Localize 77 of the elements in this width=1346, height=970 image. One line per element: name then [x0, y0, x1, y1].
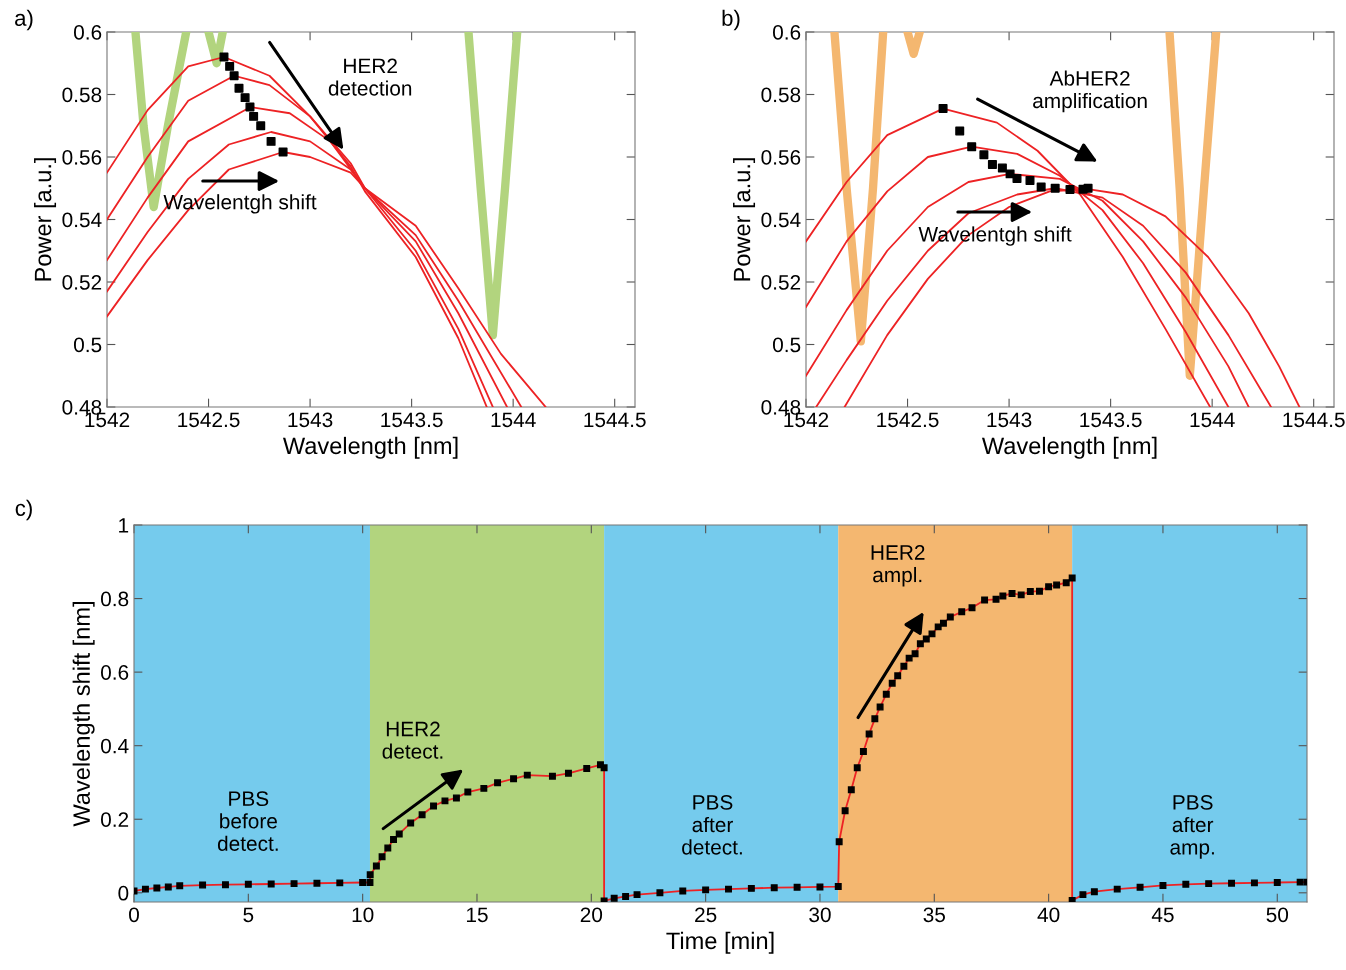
point [234, 83, 244, 93]
x-tick-label: 15 [466, 907, 488, 923]
text: c) [15, 499, 32, 521]
band-label: PBS after amp. [1170, 795, 1214, 859]
y-tick-label: 0.6 [100, 665, 129, 680]
y-tick-label: 0 [118, 885, 129, 901]
y-tick-label: 0.6 [772, 25, 801, 40]
x-tick-label: 30 [809, 907, 831, 923]
x-tick-label: 40 [1037, 907, 1060, 923]
x-axis-title: Wavelength [nm] [282, 436, 458, 459]
y-tick-label: 0.5 [73, 337, 102, 353]
x-tick-label: 1542.5 [877, 412, 939, 428]
y-tick-label: 0.2 [100, 812, 129, 827]
y-tick-label: 0.52 [761, 275, 801, 290]
text: a) [15, 9, 33, 31]
x-axis-title: Wavelength [nm] [981, 436, 1157, 459]
point [219, 52, 229, 62]
point [278, 147, 288, 157]
point [1025, 175, 1035, 185]
x-tick-label: 1544.5 [584, 412, 646, 428]
point [229, 71, 239, 81]
point [997, 163, 1007, 173]
text: b) [722, 9, 740, 31]
y-tick-label: 0.58 [62, 87, 102, 103]
x-tick-label: 1543 [288, 412, 333, 428]
x-tick-label: 5 [243, 907, 254, 923]
x-tick-label: 1543.5 [1080, 412, 1142, 428]
point [266, 136, 276, 146]
point [1050, 183, 1060, 193]
x-tick-label: 35 [923, 907, 946, 923]
x-tick-label: 1544 [1190, 412, 1235, 428]
point [967, 142, 977, 152]
y-axis-title: Power [a.u.] [34, 158, 57, 281]
point [1036, 182, 1046, 192]
point [1012, 174, 1022, 184]
y-tick-label: 0.4 [100, 738, 129, 754]
x-tick-label: 45 [1151, 907, 1174, 923]
x-tick-label: 1543.5 [381, 412, 443, 428]
point [245, 102, 255, 112]
x-axis-title: Time [min] [666, 931, 774, 954]
y-tick-label: 0.8 [100, 591, 129, 607]
point [1065, 185, 1075, 194]
point [1083, 183, 1093, 193]
y-tick-label: 0.54 [761, 212, 801, 228]
point [256, 121, 266, 131]
x-tick-label: 25 [695, 907, 717, 923]
point [249, 111, 259, 121]
y-axis-title: Power [a.u.] [733, 158, 756, 281]
point [955, 126, 965, 136]
point [240, 93, 250, 103]
annotation: HER2 detection [328, 58, 412, 96]
x-tick-label: 1542.5 [178, 412, 240, 428]
band-label: HER2 ampl. [871, 545, 925, 587]
y-tick-label: 0.56 [62, 150, 102, 165]
annotation: AbHER2 amplification [1033, 70, 1147, 113]
x-tick-label: 0 [129, 907, 139, 923]
y-tick-label: 0.58 [761, 87, 801, 103]
y-tick-label: 0.56 [761, 150, 801, 165]
band-label: HER2 detect. [382, 721, 443, 759]
x-tick-label: 1543 [987, 412, 1032, 428]
x-tick-label: 20 [580, 907, 603, 923]
x-tick-label: 1544 [491, 412, 536, 428]
y-tick-label: 0.54 [62, 212, 102, 228]
point [987, 160, 997, 169]
point [225, 61, 235, 71]
point [979, 150, 989, 160]
y-axis-title: Wavelength shift [nm] [72, 602, 95, 827]
point [938, 104, 948, 114]
x-tick-label: 10 [352, 907, 374, 923]
band-label: PBS before detect. [217, 791, 278, 851]
y-tick-label: 1 [119, 518, 129, 533]
x-tick-label: 1544.5 [1283, 412, 1345, 428]
band-label: PBS after detect. [682, 795, 742, 855]
y-tick-label: 0.6 [73, 25, 102, 40]
y-tick-label: 0.5 [772, 337, 801, 353]
y-tick-label: 0.52 [62, 275, 102, 290]
x-tick-label: 50 [1266, 907, 1289, 923]
